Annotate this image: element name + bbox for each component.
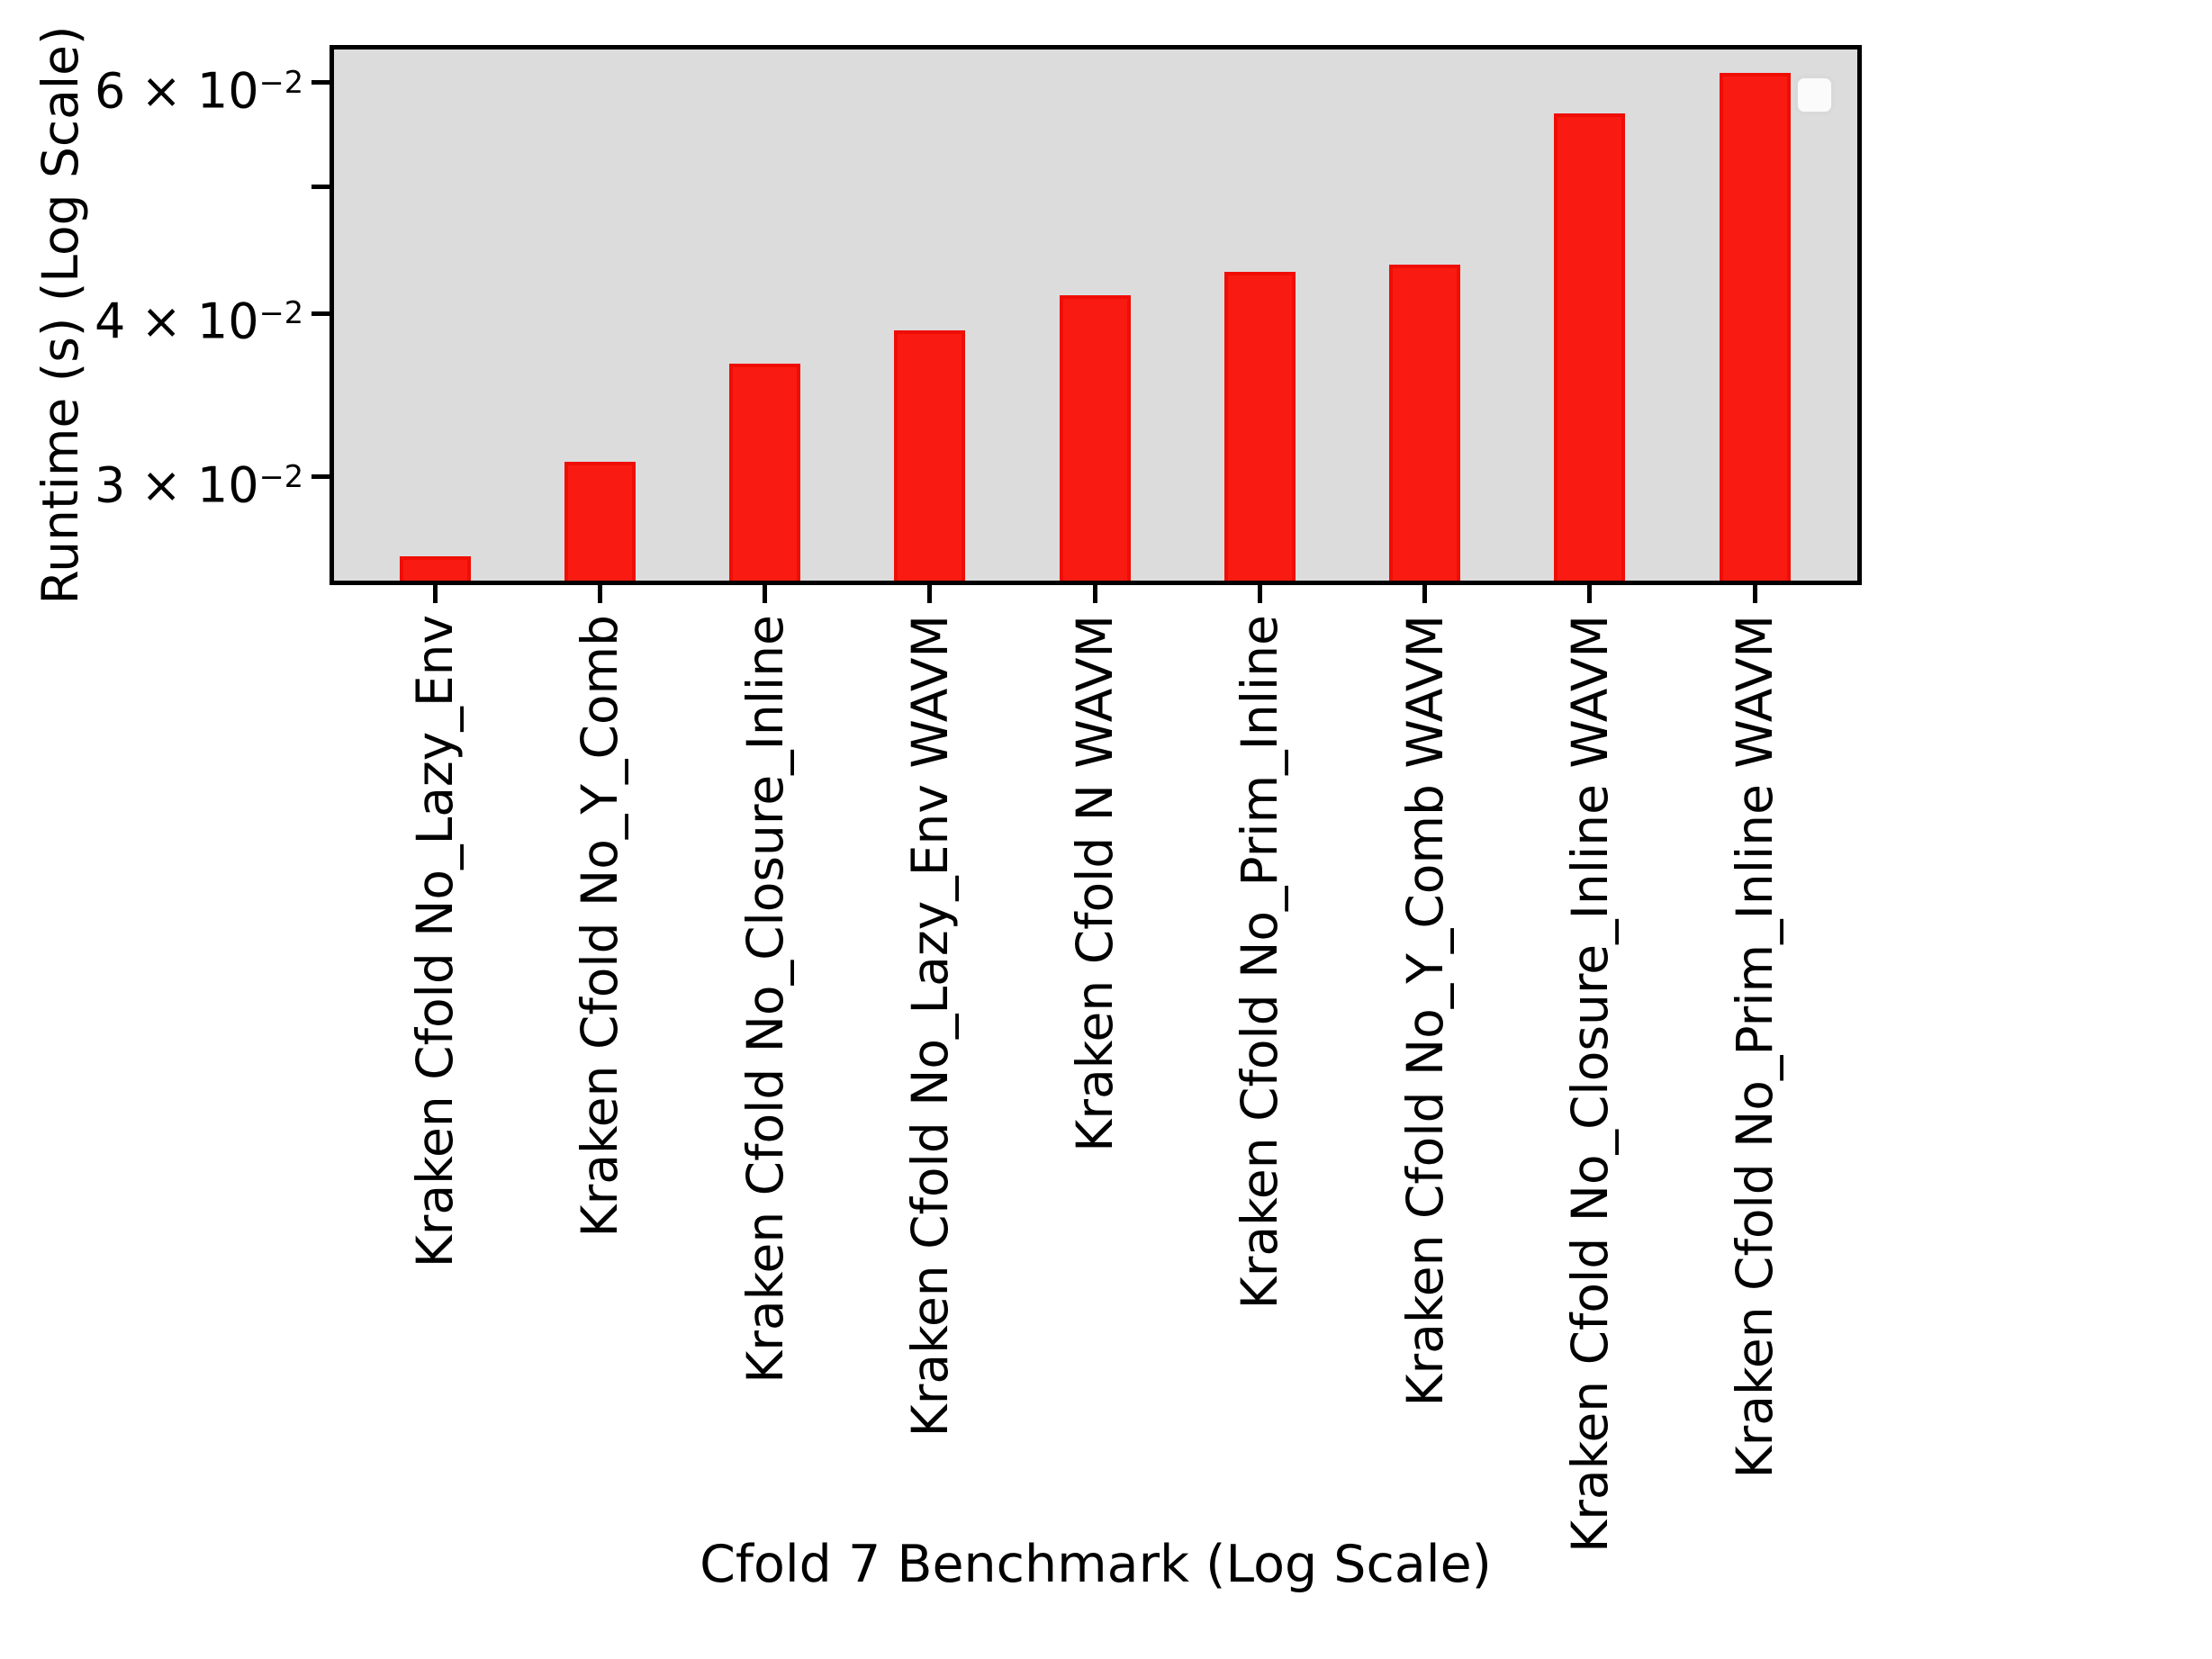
bar-4	[1059, 294, 1131, 581]
x-tick-label-2: Kraken Cfold No_Closure_Inline	[736, 615, 794, 1384]
y-tick-label-coef: 4 × 10	[95, 293, 259, 350]
x-tick-mark-1	[597, 583, 602, 603]
y-tick-mark-0	[311, 80, 330, 86]
y-tick-label-coef: 3 × 10	[95, 456, 259, 514]
x-tick-mark-6	[1422, 583, 1427, 603]
bar-5	[1223, 272, 1296, 581]
x-tick-label-8: Kraken Cfold No_Prim_Inline WAVM	[1725, 615, 1783, 1479]
bar-0	[399, 555, 471, 581]
x-tick-label-5: Kraken Cfold No_Prim_Inline	[1231, 615, 1288, 1310]
bar-1	[564, 462, 636, 581]
bar-2	[729, 364, 800, 581]
bar-3	[894, 330, 966, 581]
y-tick-label-coef: 6 × 10	[95, 62, 259, 120]
x-tick-label-7: Kraken Cfold No_Closure_Inline WAVM	[1560, 615, 1619, 1553]
y-tick-label-2: 4 × 10−2	[33, 279, 303, 356]
y-tick-label-3: 3 × 10−2	[33, 443, 303, 520]
x-tick-mark-5	[1257, 583, 1262, 603]
y-tick-label-exponent: −2	[258, 64, 303, 100]
plot-area	[330, 45, 1862, 585]
y-tick-mark-1	[311, 184, 330, 189]
y-tick-label-exponent: −2	[258, 295, 303, 331]
x-tick-label-6: Kraken Cfold No_Y_Comb WAVM	[1395, 615, 1454, 1407]
x-tick-mark-8	[1752, 583, 1757, 603]
x-tick-mark-2	[763, 583, 767, 603]
bar-8	[1719, 73, 1791, 581]
x-tick-mark-7	[1587, 583, 1593, 603]
legend-box	[1794, 75, 1835, 115]
y-tick-label-exponent: −2	[258, 458, 303, 494]
x-tick-label-4: Kraken Cfold N WAVM	[1065, 615, 1124, 1152]
bar-6	[1389, 264, 1460, 581]
x-tick-label-3: Kraken Cfold No_Lazy_Env WAVM	[900, 615, 959, 1438]
x-tick-mark-3	[927, 583, 933, 603]
x-tick-mark-0	[432, 583, 438, 603]
x-tick-label-0: Kraken Cfold No_Lazy_Env	[405, 615, 464, 1268]
bar-7	[1554, 113, 1626, 581]
x-tick-label-1: Kraken Cfold No_Y_Comb	[571, 615, 628, 1238]
y-tick-label-0: 6 × 10−2	[33, 49, 303, 126]
y-tick-mark-3	[311, 474, 330, 480]
x-tick-mark-4	[1092, 583, 1097, 603]
x-axis-label: Cfold 7 Benchmark (Log Scale)	[700, 1535, 1492, 1594]
y-tick-mark-2	[311, 311, 330, 316]
